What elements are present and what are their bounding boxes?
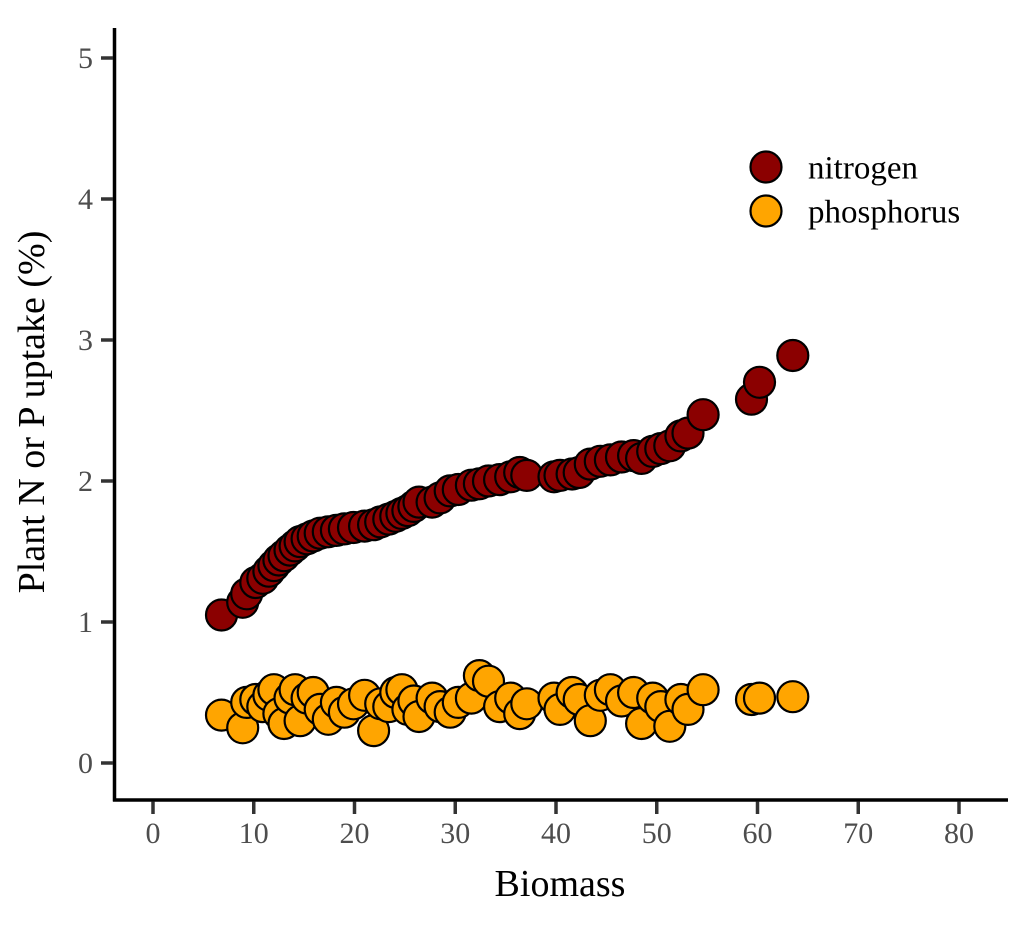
y-tick-label: 4 xyxy=(78,183,93,216)
nitrogen-point xyxy=(686,398,720,432)
x-tick-label: 30 xyxy=(440,817,470,850)
phosphorus-point xyxy=(510,687,544,721)
phosphorus-swatch-icon xyxy=(749,194,783,228)
y-axis-ticks: 0 1 2 3 4 5 xyxy=(78,42,113,780)
data-points-layer xyxy=(204,338,810,748)
legend-entry-phosphorus: phosphorus xyxy=(749,194,960,231)
nitrogen-point xyxy=(742,365,777,399)
x-tick-label: 20 xyxy=(340,817,370,850)
y-tick-label: 2 xyxy=(78,465,93,498)
phosphorus-point xyxy=(742,681,777,715)
y-tick-label: 1 xyxy=(78,606,93,639)
legend-label-nitrogen: nitrogen xyxy=(808,151,918,187)
nitrogen-point xyxy=(776,338,810,373)
x-tick-label: 80 xyxy=(944,817,974,850)
x-tick-label: 0 xyxy=(146,817,161,850)
legend: nitrogen phosphorus xyxy=(749,150,960,231)
phosphorus-point xyxy=(776,680,810,714)
x-tick-label: 70 xyxy=(843,817,873,850)
phosphorus-point xyxy=(686,673,720,707)
y-axis-title: Plant N or P uptake (%) xyxy=(11,231,53,594)
x-axis-title: Biomass xyxy=(495,863,626,905)
x-tick-label: 50 xyxy=(642,817,672,850)
x-tick-label: 60 xyxy=(743,817,773,850)
nitrogen-swatch-icon xyxy=(749,150,783,184)
legend-entry-nitrogen: nitrogen xyxy=(749,150,918,187)
y-tick-label: 0 xyxy=(78,747,93,780)
x-axis-ticks: 0 10 20 30 40 50 60 70 80 xyxy=(146,801,974,850)
x-tick-label: 40 xyxy=(541,817,571,850)
legend-label-phosphorus: phosphorus xyxy=(808,195,960,231)
y-tick-label: 3 xyxy=(78,324,93,357)
x-tick-label: 10 xyxy=(239,817,269,850)
y-tick-label: 5 xyxy=(78,42,93,75)
